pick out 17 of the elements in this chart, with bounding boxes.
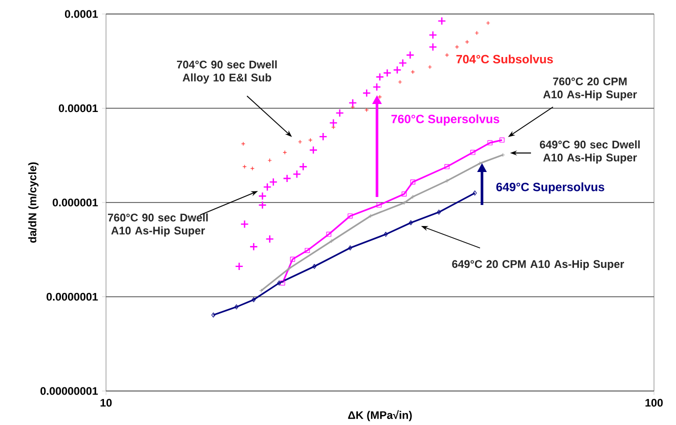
x-axis-title: ΔK (MPa√in) (348, 410, 412, 422)
annotation: 649°C Supersolvus (496, 182, 604, 194)
x-tick-label: 10 (100, 398, 112, 407)
y-tick-label: 0.000001 (52, 198, 98, 206)
annotation: 760°C 90 sec Dwell A10 As-Hip Super (108, 213, 208, 237)
y-tick-label: 0.00000001 (40, 387, 98, 395)
y-tick-label: 0.0001 (64, 10, 98, 18)
series-label: 704°C Subsolvus (456, 54, 553, 64)
annotation: 649°C 90 sec Dwell A10 As-Hip Super (540, 140, 640, 164)
annotation: 704°C 90 sec Dwell Alloy 10 E&I Sub (176, 60, 277, 84)
annotation: 760°C Supersolvus (391, 114, 500, 126)
y-tick-label: 0.0000001 (46, 292, 98, 301)
annotation: 649°C 20 CPM A10 As-Hip Super (452, 260, 624, 270)
annotation: 760°C 20 CPM A10 As-Hip Super (543, 78, 637, 101)
y-tick-label: 0.00001 (58, 104, 98, 112)
x-tick-label: 100 (646, 398, 663, 407)
y-axis-title: da/dN (m/cycle) (28, 162, 38, 243)
